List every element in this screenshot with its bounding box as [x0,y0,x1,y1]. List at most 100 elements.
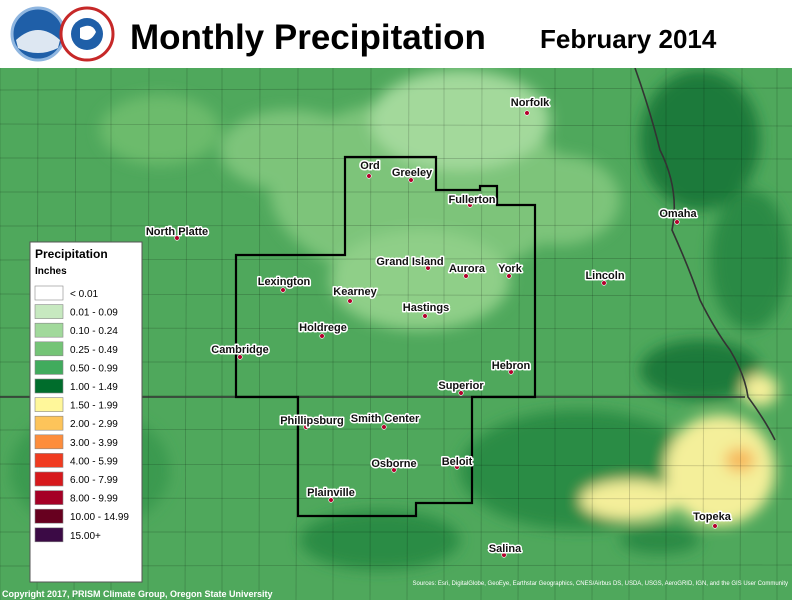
city-label: North Platte [146,226,208,238]
legend-swatch [34,415,64,431]
legend-label: 0.01 - 0.09 [70,308,118,319]
city-label: Hastings [403,302,449,314]
legend-swatch [34,434,64,450]
city-dot [425,265,431,271]
legend-label: 15.00+ [70,531,101,542]
city-label: Aurora [449,263,486,275]
legend-swatch [34,471,64,487]
city-label: Ord [360,160,380,172]
county-line [0,87,792,91]
map-title: Monthly Precipitation [130,18,486,57]
city-label: Holdrege [299,322,347,334]
sources: Sources: Esri, DigitalGlobe, GeoEye, Ear… [413,581,788,587]
city-dot [328,497,334,503]
city-label: Kearney [333,286,377,298]
county-line [739,68,743,600]
city-label: Norfolk [511,97,550,109]
legend-swatch [34,397,64,412]
city-dot [366,173,372,179]
office-boundary [234,155,537,518]
city-dot [319,333,325,339]
legend-label: 6.00 - 7.99 [70,475,118,486]
county-line [184,68,188,600]
city-label: Greeley [392,167,433,179]
legend-label: 0.25 - 0.49 [70,345,118,356]
city-label: Smith Center [351,413,420,425]
legend-label: 8.00 - 9.99 [70,494,118,505]
county-line [0,123,792,127]
legend-label: 10.00 - 14.99 [70,512,129,523]
legend-label: 0.10 - 0.24 [70,326,118,337]
legend-label: < 0.01 [70,289,99,300]
legend-swatch [34,285,64,301]
county-line [591,68,594,600]
city-label: Omaha [659,208,697,220]
city-dot [454,464,460,470]
city-dot [408,177,414,183]
city-dot [303,424,309,430]
legend-swatch [34,378,64,394]
city-dot [381,424,387,430]
city-label: Grand Island [376,256,443,268]
legend-label: 1.00 - 1.49 [70,382,118,393]
state-line [634,68,776,441]
city-dot [712,523,718,529]
legend-label: 3.00 - 3.99 [70,438,118,449]
city-dot [524,110,530,116]
city-label: Lincoln [585,270,624,282]
city-label: Beloit [442,456,473,468]
legend-label: 1.50 - 1.99 [70,401,118,412]
city-dot [508,369,514,375]
city-dot [174,235,180,241]
legend-swatch [34,490,64,505]
county-line [258,68,261,600]
county-line [0,157,792,160]
legend-units: Inches [35,266,67,277]
city-dot [458,390,464,396]
legend-swatch [34,322,64,338]
city-label: Lexington [258,276,311,288]
legend-swatch [34,527,64,543]
city-dot [501,552,507,558]
legend: Precipitation Inches < 0.01 0.01 - 0.09 0.… [29,241,143,583]
logos [10,6,115,62]
city-dot [601,280,607,286]
city-label: Osborne [371,458,416,470]
county-line [147,68,150,600]
legend-title: Precipitation [35,247,108,261]
city-dot [391,467,397,473]
county-line [295,68,299,600]
county-line [480,68,483,600]
city-dot [467,202,473,208]
county-line [517,68,521,600]
city-dot [674,219,680,225]
city-dot [506,273,512,279]
legend-swatch [34,304,64,319]
city-label: York [498,263,523,275]
map-date: February 2014 [540,24,717,54]
city-dot [347,298,353,304]
city-label: Topeka [693,511,732,523]
city-label: Superior [438,380,484,392]
city-dot [237,354,243,360]
county-line [0,224,792,227]
legend-swatch [34,360,64,375]
city-label: Plainville [307,487,355,499]
county-line [702,68,705,600]
county-line [628,68,632,600]
legend-swatch [34,341,64,357]
city-label: Hebron [492,360,531,372]
city-label: Phillipsburg [280,415,344,427]
legend-swatch [34,508,64,524]
city-dot [463,273,469,279]
legend-label: 2.00 - 2.99 [70,419,118,430]
city-label: Cambridge [211,344,268,356]
city-dot [422,313,428,319]
city-dot [280,287,286,293]
legend-label: 0.50 - 0.99 [70,363,118,374]
city-label: Fullerton [448,194,495,206]
legend-label: 4.00 - 5.99 [70,456,118,467]
legend-swatch [34,453,64,468]
city-label: Salina [489,543,522,555]
